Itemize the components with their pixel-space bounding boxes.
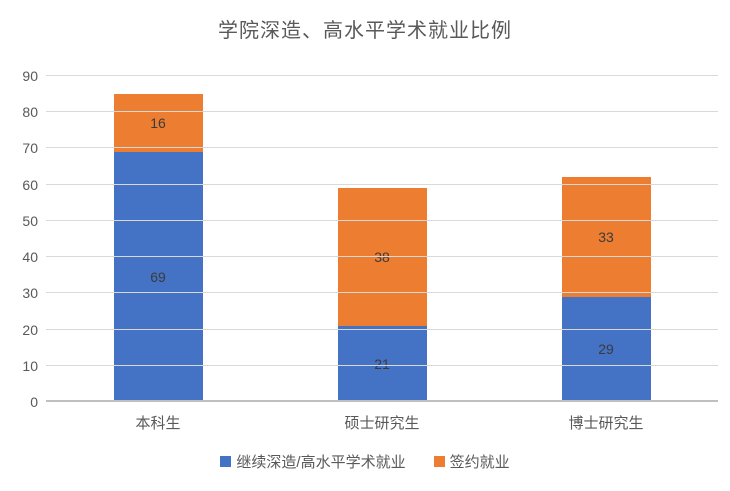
y-axis: 0 10 20 30 40 50 60 70 80 90 xyxy=(0,68,38,410)
data-label: 29 xyxy=(598,341,614,358)
legend-label: 签约就业 xyxy=(449,454,510,471)
gridline xyxy=(46,328,718,330)
x-axis-line xyxy=(46,400,718,402)
x-category-label: 本科生 xyxy=(135,415,181,432)
data-label: 16 xyxy=(150,115,166,132)
gridline xyxy=(46,183,718,185)
plot-area: 69 16 2138 29 33 xyxy=(46,75,718,402)
bars-row: 69 16 2138 29 33 xyxy=(46,76,718,402)
y-tick-label: 40 xyxy=(22,249,38,266)
y-tick-label: 70 xyxy=(22,140,38,157)
gridline xyxy=(46,219,718,221)
y-tick-label: 20 xyxy=(22,321,38,338)
gridline xyxy=(46,256,718,258)
legend-item: 签约就业 xyxy=(433,451,510,472)
gridline xyxy=(46,75,718,76)
x-category-label: 硕士研究生 xyxy=(344,415,420,432)
y-tick-label: 30 xyxy=(22,285,38,302)
bar-segment: 21 xyxy=(337,325,427,402)
bar-segment: 33 xyxy=(561,177,651,297)
gridline xyxy=(46,292,718,294)
legend: 继续深造/高水平学术就业 签约就业 xyxy=(0,451,730,472)
bar-segment: 16 xyxy=(113,94,203,153)
y-tick-label: 90 xyxy=(22,68,38,84)
legend-swatch-icon xyxy=(433,456,445,467)
x-axis: 本科生 硕士研究生 博士研究生 xyxy=(46,412,718,433)
gridline xyxy=(46,111,718,113)
x-category-label: 博士研究生 xyxy=(568,415,644,432)
data-label: 33 xyxy=(598,229,614,246)
y-tick-label: 80 xyxy=(22,104,38,121)
bar-stack: 29 33 xyxy=(561,177,651,402)
legend-swatch-icon xyxy=(220,456,232,467)
bar-slot: 69 16 xyxy=(46,76,270,402)
y-tick-label: 10 xyxy=(22,357,38,374)
y-tick-label: 0 xyxy=(30,394,38,410)
bar-segment: 69 xyxy=(113,152,203,402)
chart-title: 学院深造、高水平学术就业比例 xyxy=(218,20,512,42)
bar-stack: 69 16 xyxy=(113,94,203,402)
y-tick-label: 60 xyxy=(22,176,38,193)
bar-slot: 2138 xyxy=(270,76,494,402)
legend-label: 继续深造/高水平学术就业 xyxy=(236,454,406,471)
legend-item: 继续深造/高水平学术就业 xyxy=(220,451,406,472)
bar-segment: 29 xyxy=(561,296,651,402)
gridline xyxy=(46,364,718,366)
y-tick-label: 50 xyxy=(22,212,38,229)
data-label: 69 xyxy=(150,269,166,286)
data-label: 21 xyxy=(374,355,390,372)
bar-slot: 29 33 xyxy=(494,76,718,402)
gridline xyxy=(46,147,718,149)
